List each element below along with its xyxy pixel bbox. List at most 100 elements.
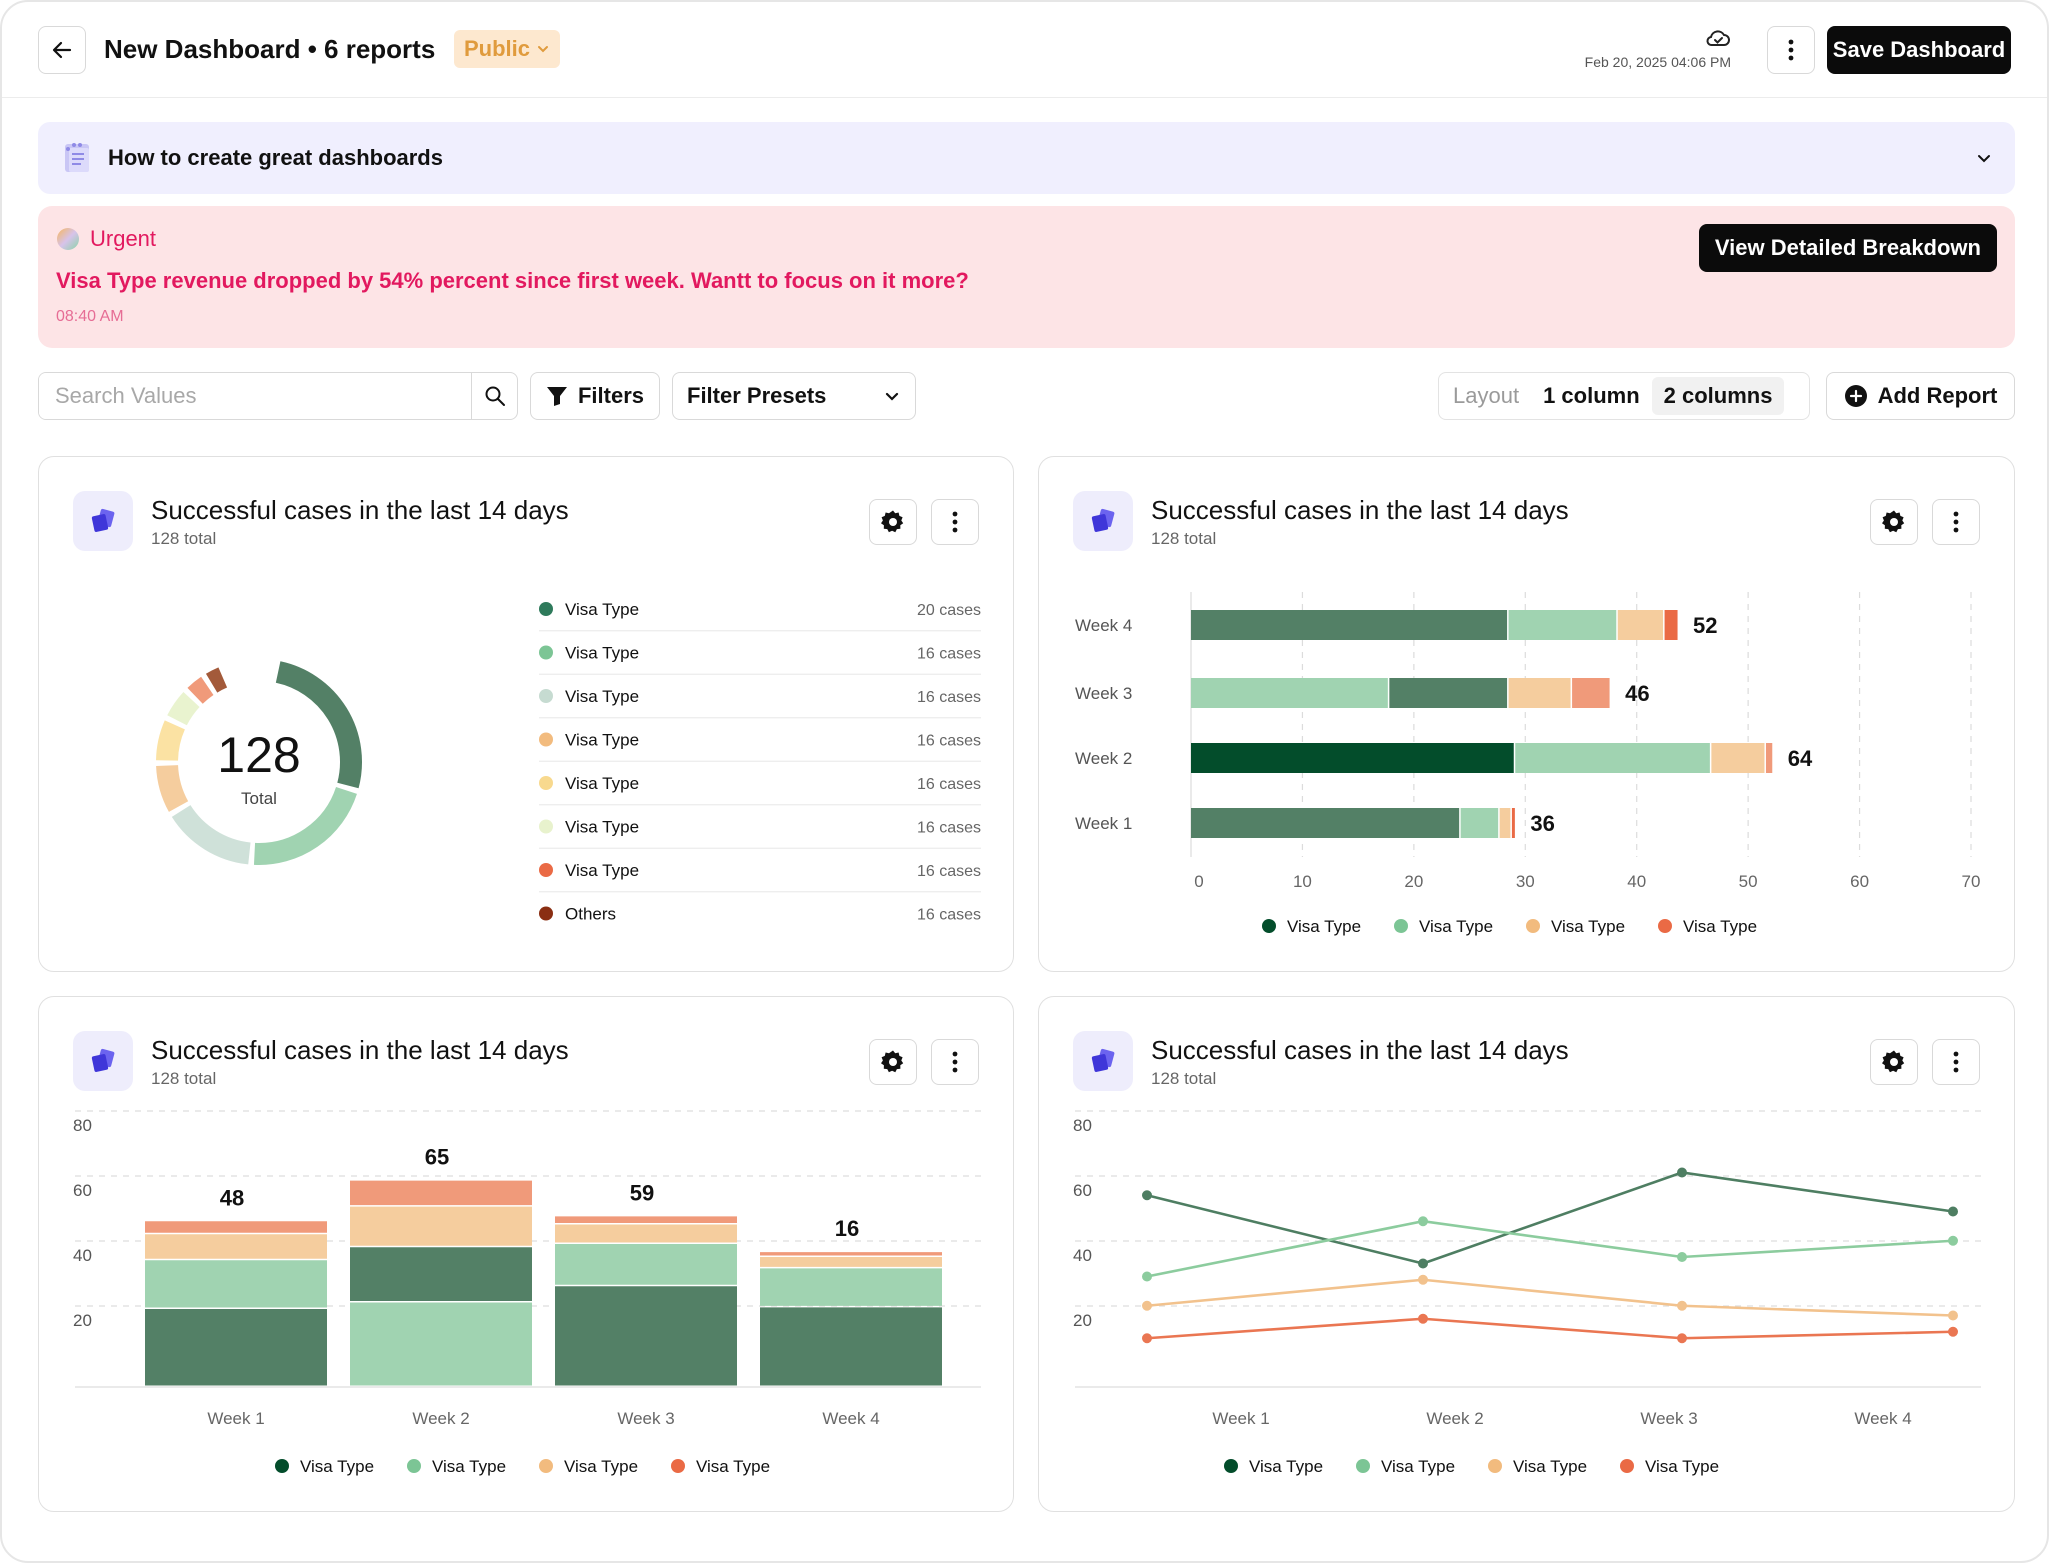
x-tick-label: 70	[1962, 872, 1981, 891]
series-point	[1142, 1333, 1152, 1344]
report-more-button[interactable]	[931, 1039, 979, 1085]
report-settings-button[interactable]	[1870, 1039, 1918, 1085]
more-options-button[interactable]	[1767, 26, 1815, 74]
bar-segment	[1508, 610, 1617, 640]
y-category-label: Week 3	[1075, 684, 1132, 703]
series-point	[1948, 1326, 1958, 1337]
legend-dot	[539, 602, 553, 616]
save-dashboard-button[interactable]: Save Dashboard	[1827, 26, 2011, 74]
legend-dot	[1394, 919, 1408, 933]
report-more-button[interactable]	[1932, 1039, 1980, 1085]
search-input[interactable]	[39, 373, 471, 419]
series-point	[1142, 1271, 1152, 1282]
y-tick-label: 60	[1073, 1181, 1092, 1200]
gear-icon	[881, 1050, 904, 1073]
series-point	[1418, 1313, 1428, 1324]
visibility-dropdown[interactable]: Public	[454, 30, 561, 68]
report-settings-button[interactable]	[869, 499, 917, 545]
filter-presets-dropdown[interactable]: Filter Presets	[672, 372, 916, 420]
legend-dot	[539, 689, 553, 703]
layout-switch: Layout 1 column 2 columns	[1438, 372, 1810, 420]
cards-stack-icon	[91, 508, 115, 532]
legend-value: 16 cases	[917, 733, 981, 750]
legend-dot	[539, 863, 553, 877]
plus-circle-icon	[1844, 385, 1867, 407]
series-point	[1418, 1216, 1428, 1227]
horizontal-bar-chart: 0 10 20 30 40 50 60 70 Week 4 52 Week 3 46 Week 2 64 W…	[1075, 592, 1981, 936]
legend-label: Visa Type	[1249, 1457, 1323, 1476]
bar-segment	[760, 1252, 942, 1256]
layout-option-1-column[interactable]: 1 column	[1543, 383, 1640, 408]
series-point	[1142, 1300, 1152, 1311]
legend-label: Visa Type	[1683, 917, 1757, 936]
legend-label: Visa Type	[432, 1457, 506, 1476]
x-category-label: Week 4	[1854, 1409, 1911, 1428]
bar-segment	[1711, 743, 1765, 773]
series-point	[1948, 1310, 1958, 1321]
report-settings-button[interactable]	[1870, 499, 1918, 545]
filters-button[interactable]: Filters	[530, 372, 660, 420]
search-button[interactable]	[471, 373, 517, 419]
report-more-button[interactable]	[931, 499, 979, 545]
x-tick-label: 0	[1194, 872, 1203, 891]
chevron-down-icon	[1978, 155, 1990, 163]
donut-slice	[253, 786, 357, 865]
x-tick-label: 60	[1850, 872, 1869, 891]
y-tick-label: 60	[73, 1181, 92, 1200]
report-icon	[73, 1031, 133, 1091]
legend-dot	[1224, 1459, 1238, 1473]
bar-segment	[760, 1307, 942, 1386]
y-category-label: Week 2	[1075, 749, 1132, 768]
legend-dot	[1262, 919, 1276, 933]
back-button[interactable]	[38, 26, 86, 74]
add-report-button[interactable]: Add Report	[1826, 372, 2015, 420]
view-breakdown-button[interactable]: View Detailed Breakdown	[1698, 224, 1997, 272]
y-tick-label: 20	[73, 1311, 92, 1330]
layout-option-2-columns[interactable]: 2 columns	[1651, 377, 1785, 415]
y-tick-label: 20	[1073, 1311, 1092, 1330]
search-icon	[485, 386, 505, 406]
tips-accordion[interactable]: How to create great dashboards	[38, 122, 2015, 194]
series-point	[1677, 1300, 1687, 1311]
gradient-orb-icon	[57, 228, 79, 250]
legend-value: 16 cases	[917, 689, 981, 706]
bar-segment	[1572, 678, 1610, 708]
y-tick-label: 80	[73, 1116, 92, 1135]
bar-value-label: 16	[835, 1216, 859, 1241]
x-category-label: Week 2	[412, 1409, 469, 1428]
legend-dot	[539, 732, 553, 747]
series-point	[1677, 1252, 1687, 1262]
donut-total-label: Total	[241, 789, 277, 808]
donut-slice	[156, 764, 189, 812]
bar-total-label: 46	[1625, 681, 1649, 706]
urgent-alert: Urgent Visa Type revenue dropped by 54% …	[38, 206, 2015, 348]
legend-dot	[1526, 919, 1540, 933]
header: New Dashboard • 6 reports Public Feb 20,…	[2, 2, 2047, 98]
search-box	[38, 372, 518, 420]
alert-message: Visa Type revenue dropped by 54% percent…	[56, 268, 969, 293]
x-category-label: Week 2	[1426, 1409, 1483, 1428]
y-category-label: Week 1	[1075, 814, 1132, 833]
legend-label: Visa Type	[696, 1457, 770, 1476]
legend-value: 16 cases	[917, 776, 981, 793]
y-tick-label: 40	[1073, 1246, 1092, 1265]
report-icon	[1073, 491, 1133, 551]
legend-label: Visa Type	[564, 1457, 638, 1476]
report-card-line: Successful cases in the last 14 days 128…	[1038, 996, 2015, 1512]
x-tick-label: 40	[1627, 872, 1646, 891]
x-category-label: Week 3	[617, 1409, 674, 1428]
notebook-icon	[65, 143, 89, 172]
bar-segment	[145, 1309, 327, 1386]
bar-value-label: 48	[220, 1185, 244, 1210]
legend-dot	[275, 1459, 289, 1473]
bar-segment	[1617, 610, 1664, 640]
page-title: New Dashboard • 6 reports	[104, 34, 436, 64]
x-category-label: Week 1	[1212, 1409, 1269, 1428]
report-settings-button[interactable]	[869, 1039, 917, 1085]
report-more-button[interactable]	[1932, 499, 1980, 545]
y-tick-label: 80	[1073, 1116, 1092, 1135]
bar-segment	[760, 1268, 942, 1306]
donut-slice	[171, 804, 251, 865]
kebab-menu-icon	[1953, 511, 1959, 533]
legend-label: Visa Type	[565, 600, 639, 619]
